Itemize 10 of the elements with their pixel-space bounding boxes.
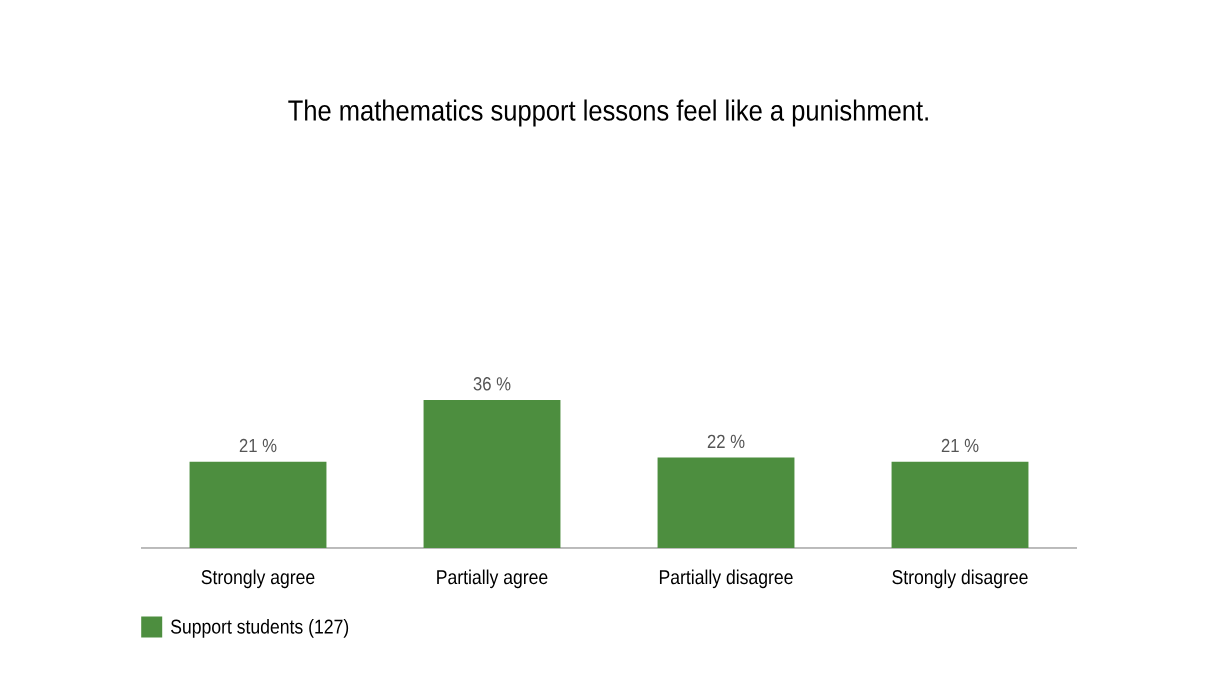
chart-title: The mathematics support lessons feel like a punishment. bbox=[288, 99, 928, 127]
data-label: 36 % bbox=[473, 377, 511, 391]
data-label: 22 % bbox=[707, 434, 745, 449]
legend-label: Support students (127) bbox=[171, 619, 349, 638]
x-tick-label: Partially disagree bbox=[659, 569, 793, 589]
x-tick-label: Strongly disagree bbox=[892, 569, 1028, 589]
data-label: 21 % bbox=[941, 438, 979, 453]
x-tick-label: Strongly agree bbox=[201, 569, 315, 589]
data-label: 21 % bbox=[239, 438, 277, 453]
x-tick-label: Partially agree bbox=[437, 569, 548, 589]
